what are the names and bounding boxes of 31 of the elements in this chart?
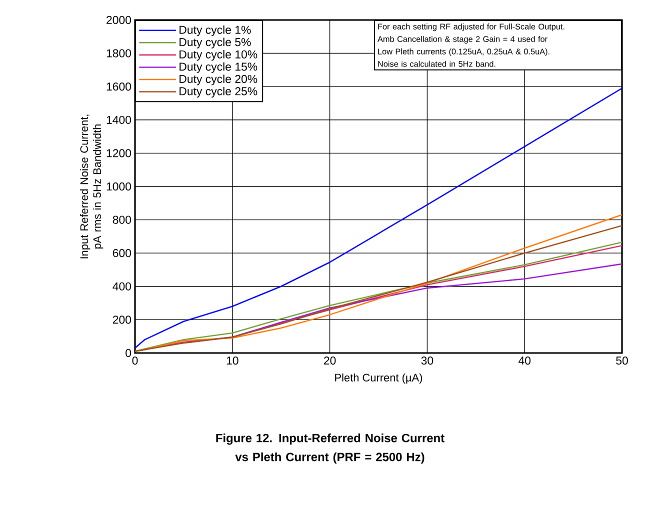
legend-label: Duty cycle 20% (180, 74, 258, 86)
legend-label: Duty cycle 15% (180, 62, 258, 73)
y-tick-label: 1000 (106, 182, 132, 191)
y-tick-label: 400 (112, 282, 132, 290)
text: Figure 12. Input-Referred Noise Current vs Pleth Current (PRF = 2500 Hz) (216, 434, 444, 464)
x-tick-label: 20 (324, 356, 336, 365)
y-axis-title: Input Referred Noise Current, pA rms in 5Hz Bandwidth (80, 114, 104, 258)
y-tick-label: 200 (112, 316, 132, 324)
x-tick-label: 0 (132, 356, 138, 365)
legend-label: Duty cycle 5% (180, 38, 251, 48)
y-tick-label: 0 (126, 348, 132, 358)
y-tick-label: 1400 (106, 116, 132, 124)
annotation: For each setting RF adjusted for Full-Scale Output. (378, 23, 564, 32)
y-tick-label: 600 (112, 249, 132, 258)
x-tick-label: 40 (518, 356, 531, 365)
annotation: Low Pleth currents (0.125uA, 0.25uA & 0.5uA). (378, 48, 550, 56)
x-tick-label: 10 (226, 356, 238, 365)
legend-label: Duty cycle 25% (180, 86, 258, 98)
y-tick-label: 1800 (106, 49, 132, 58)
legend-label: Duty cycle 1% (180, 25, 251, 36)
line-series (135, 88, 622, 349)
y-tick-label: 1200 (106, 149, 132, 158)
x-axis-title: Pleth Current (µA) (335, 373, 422, 384)
y-tick-label: 800 (112, 216, 132, 224)
x-tick-label: 30 (421, 356, 434, 365)
annotation: Amb Cancellation & stage 2 Gain = 4 used for (378, 36, 548, 44)
y-tick-label: 1600 (106, 82, 132, 91)
annotation: Noise is calculated in 5Hz band. (378, 60, 496, 67)
legend-label: Duty cycle 10% (180, 50, 258, 61)
x-tick-label: 50 (616, 356, 628, 365)
y-tick-label: 2000 (106, 16, 132, 24)
